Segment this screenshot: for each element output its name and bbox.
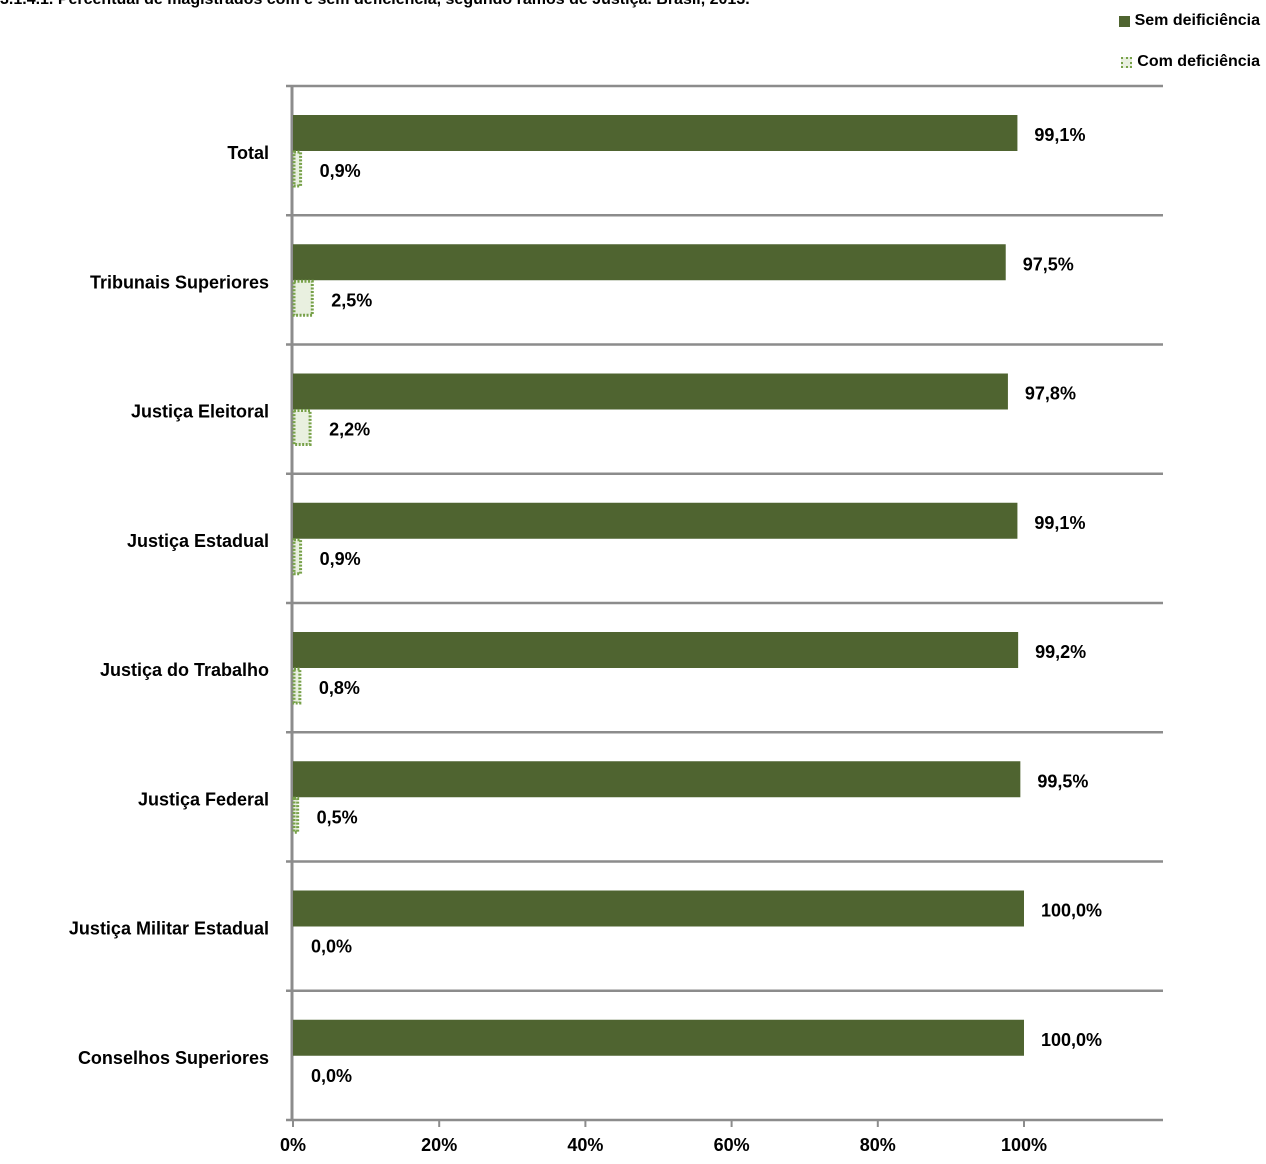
bar-com-deficiencia [292,796,300,834]
bar-com-deficiencia [292,538,303,576]
legend-swatch-sem [1118,15,1130,27]
legend-label-com: Com deficiência [1137,53,1260,70]
data-label-com: 2,5% [331,290,372,310]
x-tick-label: 80% [860,1135,896,1155]
category-label: Justiça Militar Estadual [69,919,269,939]
data-label-com: 0,5% [317,807,358,827]
data-label-com: 0,9% [320,549,361,569]
bar-sem-deficiencia [293,761,1021,798]
x-tick-label: 20% [421,1135,457,1155]
bar-sem-deficiencia [293,632,1019,668]
legend-item-sem: Sem deificiência [1118,12,1260,30]
data-label-sem: 99,2% [1035,642,1086,662]
bar-com-deficiencia [292,409,312,446]
category-label: Tribunais Superiores [90,272,269,292]
x-tick-label: 40% [567,1135,603,1155]
data-label-sem: 99,1% [1034,513,1085,533]
x-tick-label: 0% [280,1135,306,1155]
data-label-com: 0,9% [320,161,361,181]
x-tick-label: 100% [1001,1135,1047,1155]
data-label-sem: 97,8% [1025,384,1076,404]
data-label-sem: 100,0% [1041,901,1102,921]
legend-swatch-com [1121,56,1133,68]
data-label-com: 0,8% [319,678,360,698]
data-label-com: 2,2% [329,420,370,440]
category-label: Justiça Estadual [127,531,269,551]
category-label: Justiça Eleitoral [131,402,269,422]
data-label-sem: 100,0% [1041,1030,1102,1050]
chart-title: 3.1.4.1. Percentual de magistrados com e… [0,0,750,9]
category-label: Conselhos Superiores [78,1048,269,1068]
bar-sem-deficiencia [293,373,1008,410]
legend-item-com: Com deficiência [1121,53,1260,71]
bar-sem-deficiencia [293,890,1024,927]
bar-sem-deficiencia [293,502,1018,539]
data-label-sem: 99,1% [1034,125,1085,145]
legend-label-sem: Sem deificiência [1134,12,1260,29]
data-label-sem: 99,5% [1037,771,1088,791]
category-label: Justiça Federal [138,789,269,809]
bar-sem-deficiencia [293,115,1018,151]
x-tick-label: 60% [714,1135,750,1155]
data-label-sem: 97,5% [1023,254,1074,274]
bar-com-deficiencia [292,150,303,188]
category-label: Total [227,143,269,163]
data-label-com: 0,0% [311,1066,352,1086]
bar-com-deficiencia [292,279,314,317]
data-label-com: 0,0% [311,937,352,957]
bar-com-deficiencia [292,667,302,705]
category-label: Justiça do Trabalho [100,660,269,680]
bar-sem-deficiencia [293,244,1006,281]
bar-sem-deficiencia [293,1019,1024,1056]
